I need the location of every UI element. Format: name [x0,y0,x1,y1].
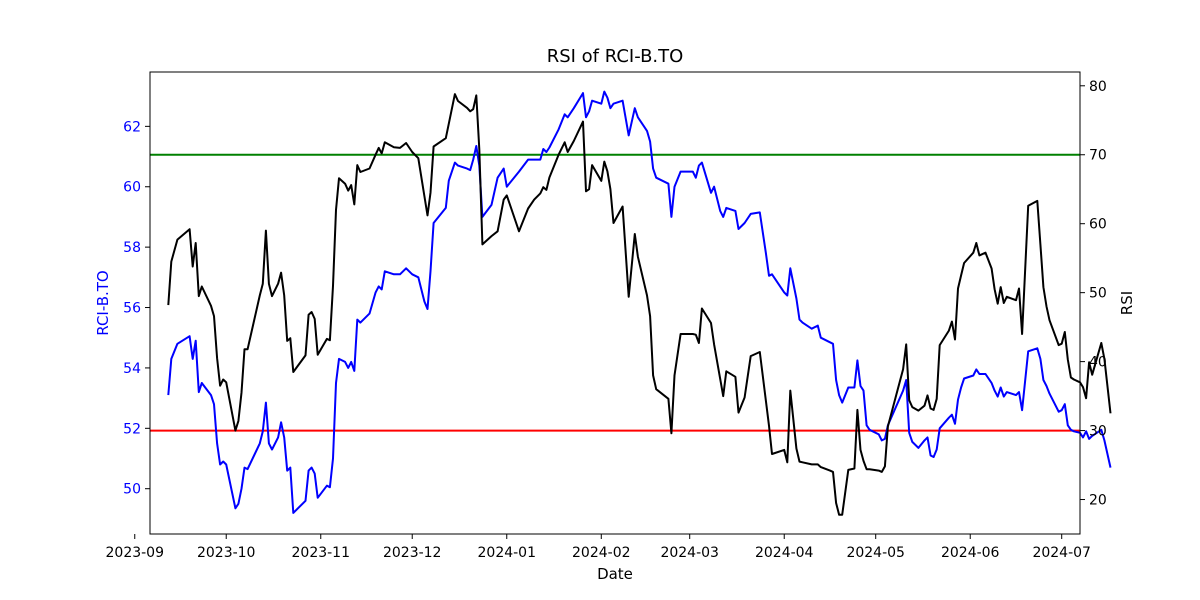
y-right-tick-label: 50 [1089,286,1107,302]
y-right-tick-label: 20 [1089,493,1107,509]
y-right-tick-label: 30 [1089,424,1107,440]
x-tick-label: 2023-09 [106,545,165,561]
x-tick-label: 2023-12 [383,545,442,561]
x-axis-label: Date [597,565,633,583]
x-tick-label: 2023-10 [197,545,256,561]
plot-area [150,90,1112,516]
series-line-price [167,90,1112,514]
y-right-tick-label: 80 [1089,79,1107,95]
series-line-rsi [167,93,1112,516]
x-tick-label: 2024-05 [846,545,905,561]
y-left-tick-label: 50 [123,482,141,498]
plot-frame [149,71,1081,535]
x-axis: 2023-09 2023-10 2023-11 2023-12 2024-01 2024-… [106,534,1091,561]
y-axis-left-label: RCI-B.TO [94,270,112,335]
y-axis-right: 20 30 40 50 60 70 80 [1080,79,1107,509]
x-tick-label: 2024-03 [660,545,719,561]
x-tick-label: 2024-02 [572,545,631,561]
y-right-tick-label: 60 [1089,217,1107,233]
y-left-tick-label: 54 [123,361,141,377]
chart-title: RSI of RCI-B.TO [547,46,684,67]
y-right-tick-label: 70 [1089,148,1107,164]
x-tick-label: 2023-11 [292,545,351,561]
y-left-tick-label: 60 [123,180,141,196]
y-left-tick-label: 58 [123,240,141,256]
x-tick-label: 2024-01 [478,545,537,561]
x-tick-label: 2024-07 [1032,545,1091,561]
x-tick-label: 2024-06 [941,545,1000,561]
y-axis-left: 50 52 54 56 58 60 62 [123,119,150,498]
x-tick-label: 2024-04 [755,545,814,561]
y-left-tick-label: 56 [123,301,141,317]
y-axis-right-label: RSI [1118,291,1136,315]
y-left-tick-label: 52 [123,421,141,437]
y-left-tick-label: 62 [123,119,141,135]
y-right-tick-label: 40 [1089,355,1107,371]
